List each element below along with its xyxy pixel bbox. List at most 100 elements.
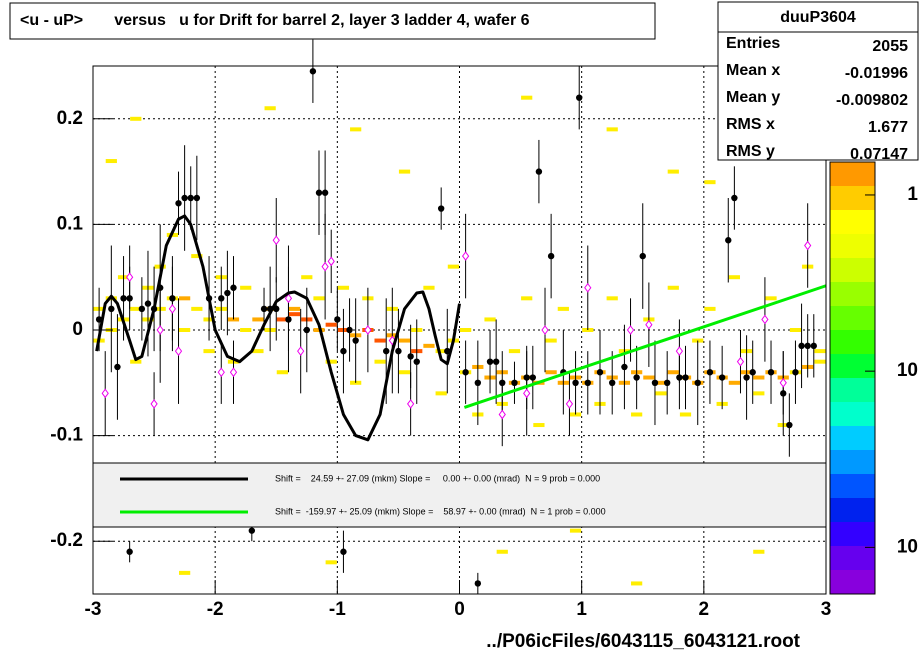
data-point — [218, 295, 225, 302]
stats-label: RMS y — [726, 143, 775, 160]
palette-band — [830, 186, 875, 211]
data-point — [407, 399, 415, 409]
heatmap-cell — [325, 359, 337, 364]
heatmap-cell — [264, 106, 276, 111]
data-point — [609, 379, 616, 386]
heatmap-cell — [191, 254, 203, 259]
legend-label: Shift = 24.59 +- 27.09 (mkm) Slope = 0.0… — [275, 473, 600, 483]
heatmap-cell — [533, 423, 545, 428]
heatmap-cell — [374, 359, 386, 364]
palette-band — [830, 306, 875, 331]
stats-title: duuP3604 — [780, 9, 856, 26]
data-point — [633, 374, 640, 381]
x-tick-label: -1 — [329, 599, 346, 620]
heatmap-cell — [313, 296, 325, 301]
stats-value: -0.009802 — [836, 92, 908, 109]
heatmap-cell — [521, 296, 533, 301]
stats-label: Mean x — [726, 62, 780, 79]
data-point — [126, 272, 134, 283]
palette-band — [830, 282, 875, 307]
data-point — [792, 369, 799, 376]
heatmap-cell — [631, 412, 643, 417]
data-point — [340, 347, 347, 355]
heatmap-cell — [704, 180, 716, 185]
data-point — [413, 358, 420, 365]
heatmap-cell — [643, 375, 655, 380]
data-point — [120, 295, 127, 302]
heatmap-cell — [679, 412, 692, 417]
chart-title: <u - uP> versus u for Drift for barrel 2… — [20, 12, 530, 29]
heatmap-cell — [252, 317, 264, 322]
heatmap-cell — [325, 322, 337, 327]
stats-frame — [717, 1, 919, 161]
data-point — [584, 379, 591, 386]
data-point — [682, 374, 689, 381]
data-point — [718, 374, 726, 381]
data-point — [596, 369, 604, 376]
palette-band — [830, 258, 875, 283]
data-point — [786, 421, 793, 429]
data-point — [694, 379, 701, 386]
heatmap-cell — [276, 317, 288, 322]
y-tick-label: 0.2 — [57, 108, 83, 129]
x-axis-label: ../P06icFiles/6043115_6043121.root — [486, 631, 800, 652]
x-tick-label: -2 — [207, 599, 224, 620]
data-point — [474, 379, 482, 386]
data-point — [383, 347, 390, 355]
data-point — [626, 325, 635, 335]
x-tick-label: 1 — [576, 599, 587, 620]
data-point — [767, 369, 775, 376]
stats-label: Mean y — [726, 89, 780, 106]
heatmap-cell — [447, 264, 459, 269]
z-tick-label: 10 — [897, 536, 918, 557]
data-point — [743, 374, 750, 381]
data-point — [576, 94, 583, 101]
palette-frame — [829, 161, 876, 595]
data-point — [175, 200, 182, 207]
palette-band — [830, 402, 875, 427]
palette-band — [830, 234, 875, 259]
data-point — [168, 304, 177, 314]
data-point — [346, 326, 353, 334]
palette-band — [830, 450, 875, 475]
data-point — [309, 68, 317, 75]
heatmap-cell — [350, 127, 362, 132]
heatmap-cell — [545, 370, 557, 375]
heatmap-cell — [545, 338, 557, 343]
heatmap-cell — [325, 560, 337, 565]
palette-band — [830, 474, 875, 499]
data-point — [144, 300, 152, 307]
legend: Shift = 24.59 +- 27.09 (mkm) Slope = 0.0… — [92, 462, 827, 528]
heatmap-cell — [288, 312, 301, 317]
data-point — [284, 293, 293, 304]
heatmap-cell — [484, 317, 496, 322]
palette-band — [830, 570, 875, 595]
heatmap-cell — [765, 296, 777, 301]
palette-band — [830, 210, 875, 235]
data-point — [321, 261, 329, 272]
heatmap-cell — [301, 275, 313, 280]
data-point — [565, 399, 574, 409]
heatmap-cell — [240, 328, 252, 332]
data-point — [675, 346, 684, 356]
data-point — [461, 251, 470, 261]
y-tick-label: -0.1 — [50, 425, 83, 446]
data-point — [523, 388, 531, 399]
palette-band — [830, 162, 875, 187]
heatmap-cell — [337, 285, 350, 290]
data-point — [395, 347, 402, 355]
data-point — [126, 548, 133, 555]
heatmap-cell — [179, 296, 191, 301]
heatmap-cell — [423, 343, 435, 348]
data-point — [321, 189, 329, 196]
stats-value: 1.677 — [868, 119, 908, 136]
data-point — [229, 367, 238, 378]
stats-value: -0.01996 — [845, 65, 908, 82]
data-point — [725, 237, 732, 244]
heatmap-cell — [508, 349, 521, 354]
palette-band — [830, 522, 875, 547]
x-tick-label: -3 — [85, 599, 102, 620]
data-point — [663, 379, 671, 386]
heatmap-cell — [557, 306, 569, 311]
